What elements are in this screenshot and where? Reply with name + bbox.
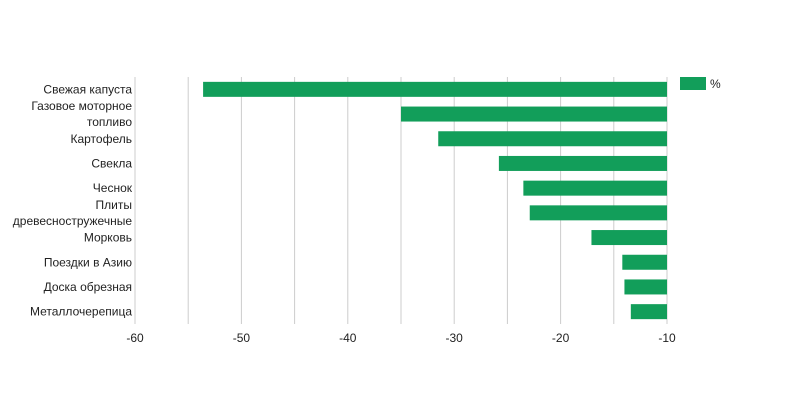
bar[interactable]	[523, 180, 667, 196]
x-tick-label: -10	[658, 331, 676, 345]
bar[interactable]	[203, 81, 667, 97]
legend-label: %	[710, 77, 721, 91]
x-axis-ticks: -60 -50 -40 -30 -20 -10	[126, 331, 676, 345]
category-label: Картофель	[70, 132, 132, 146]
category-label: Поездки в Азию	[44, 255, 132, 269]
category-labels: Свежая капуста Газовое моторное топливо Кар…	[13, 82, 133, 318]
bar[interactable]	[438, 131, 667, 147]
legend[interactable]: %	[680, 77, 721, 91]
category-label: топливо	[87, 115, 132, 129]
x-tick-label: -20	[552, 331, 570, 345]
category-label: Чеснок	[93, 181, 133, 195]
bar[interactable]	[622, 254, 667, 270]
category-label: древесностружечные	[13, 214, 133, 228]
x-tick-label: -50	[233, 331, 251, 345]
x-tick-label: -40	[339, 331, 357, 345]
category-label: Доска обрезная	[44, 280, 132, 294]
bars	[203, 81, 667, 320]
bar[interactable]	[498, 155, 667, 171]
legend-swatch	[680, 77, 706, 90]
category-label: Плиты	[96, 198, 132, 212]
bar[interactable]	[401, 106, 667, 122]
bar[interactable]	[591, 230, 667, 246]
bar[interactable]	[529, 205, 667, 221]
bar[interactable]	[630, 304, 667, 320]
x-tick-label: -30	[446, 331, 464, 345]
category-label: Свекла	[91, 156, 132, 170]
category-label: Морковь	[84, 231, 132, 245]
x-tick-label: -60	[126, 331, 144, 345]
category-label: Металлочерепица	[30, 305, 132, 319]
category-label: Газовое моторное	[31, 99, 132, 113]
bar[interactable]	[624, 279, 667, 295]
category-label: Свежая капуста	[43, 82, 132, 96]
